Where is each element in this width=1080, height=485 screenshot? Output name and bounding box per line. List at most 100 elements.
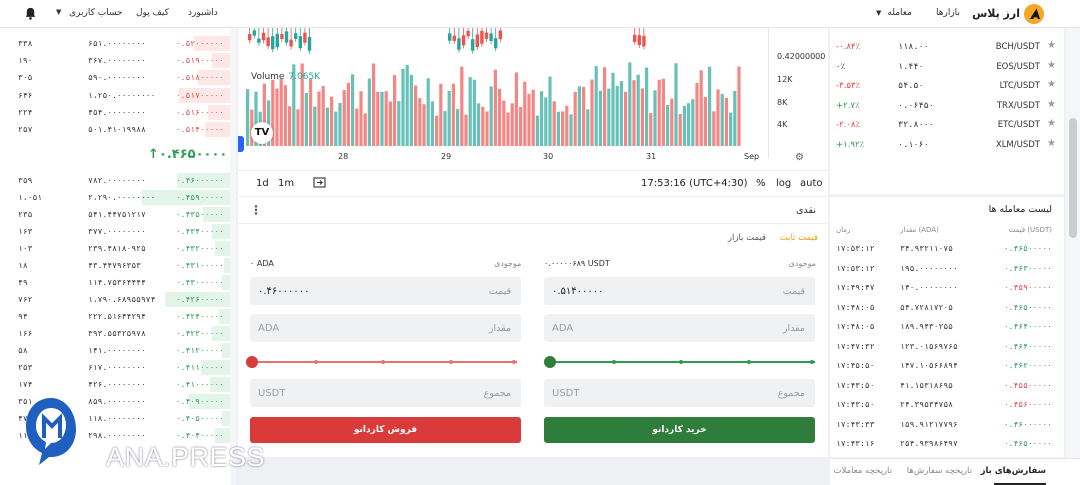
buy-total-field[interactable]: USDT مجموع (544, 379, 815, 407)
candle-body (457, 38, 461, 50)
tab-trade-history[interactable]: تاریخچه معاملات (833, 466, 892, 476)
order-total: ۷۶۲ (18, 295, 33, 304)
volume-bar (304, 92, 308, 146)
volume-bar (300, 63, 304, 146)
bid-row[interactable]: ۲۳۵ ۵۴۱.۴۴۷۵۱۲۱۷ ۰.۴۳۵۰۰۰۰۰ (0, 206, 236, 223)
ask-row[interactable]: ۳۳۸ ۶۵۱.۰۰۰۰۰۰۰۰ ۰.۵۲۰۰۰۰۰۰ (0, 35, 236, 52)
market-change: ۰٪ (836, 61, 846, 72)
bid-row[interactable]: ۱۶۳ ۳۷۷.۰۰۰۰۰۰۰۰ ۰.۴۳۴۰۰۰۰۰ (0, 223, 236, 240)
ask-row[interactable]: ۶۴۶ ۱،۲۵۰.۰۰۰۰۰۰۰۰ ۰.۵۱۷۰۰۰۰۰ (0, 87, 236, 104)
interval-1m[interactable]: 1m (278, 178, 295, 189)
page-scrollbar[interactable] (1066, 28, 1080, 458)
ask-row[interactable]: ۳۰۵ ۵۹۰.۰۰۰۰۰۰۰۰ ۰.۵۱۸۰۰۰۰۰ (0, 69, 236, 86)
account-menu[interactable]: ▼ حساب کاربری (56, 8, 123, 20)
percent-toggle[interactable]: % (756, 178, 766, 189)
tab-order-history[interactable]: تاریخچه سفارش‌ها (906, 466, 972, 476)
bid-row[interactable]: ۳۵۱ ۸۵۹.۰۰۰۰۰۰۰۰ ۰.۴۰۹۰۰۰۰۰ (0, 393, 236, 410)
trade-time: ۱۷:۴۳:۵۰ (836, 380, 875, 390)
sell-price-field[interactable]: ۰.۴۶۰۰۰۰۰۰ قیمت (250, 277, 521, 305)
bid-row[interactable]: ۴۹ ۱۱۴.۷۵۳۶۴۴۴۴ ۰.۴۳۰۰۰۰۰۰ (0, 274, 236, 291)
order-total: ۱۷۴ (18, 380, 33, 389)
bid-row[interactable]: ۹۴ ۲۲۲.۵۱۶۴۴۲۹۴ ۰.۴۲۴۰۰۰۰۰ (0, 308, 236, 325)
buy-amount-slider[interactable] (544, 356, 815, 368)
log-toggle[interactable]: log (776, 178, 792, 189)
tab-limit-order[interactable]: قیمت ثابت (779, 233, 818, 243)
interval-1d[interactable]: 1d (256, 178, 269, 189)
volume-bar (435, 115, 439, 146)
slider-tick[interactable] (512, 360, 516, 364)
tab-market-order[interactable]: قیمت بازار (727, 233, 766, 243)
panel-collapse-handle[interactable] (238, 136, 244, 152)
slider-tick[interactable] (449, 360, 453, 364)
date-range-icon[interactable] (313, 176, 326, 189)
star-icon[interactable]: ★ (1047, 118, 1056, 129)
nav-wallet[interactable]: کیف پول (136, 8, 169, 18)
slider-tick[interactable] (810, 360, 814, 364)
nav-trade[interactable]: ▼ معامله (876, 8, 912, 18)
order-price: ۰.۴۳۰۰۰۰۰۰ (175, 278, 224, 287)
chart-canvas[interactable] (238, 28, 768, 168)
trade-row: ۱۷:۴۹:۴۷ ۱۴۰.۰۰۰۰۰۰۰۰ ۰.۴۵۹۰۰۰۰۰ (830, 278, 1064, 298)
star-icon[interactable]: ★ (1047, 59, 1056, 71)
bid-row[interactable]: ۳۵۹ ۷۸۲.۰۰۰۰۰۰۰۰ ۰.۴۶۰۰۰۰۰۰ (0, 172, 236, 189)
order-book-scrollbar[interactable] (230, 28, 236, 485)
bid-row[interactable]: ۲۵۳ ۶۱۷.۰۰۰۰۰۰۰۰ ۰.۴۱۱۰۰۰۰۰ (0, 359, 236, 376)
slider-tick[interactable] (747, 360, 751, 364)
trade-time: ۱۷:۵۳:۱۲ (836, 244, 875, 253)
star-icon[interactable]: ★ (1047, 79, 1056, 90)
bid-row[interactable]: ۵۸ ۱۴۱.۰۰۰۰۰۰۰۰ ۰.۴۱۲۰۰۰۰۰ (0, 342, 236, 359)
market-row[interactable]: +۱.۹۲٪ ۰.۱۰۶۰ XLM/USDT ★ (830, 134, 1064, 154)
price-chart[interactable]: Volume 7.065K TV 0.42000000 12K 8K 4K 28 … (238, 28, 828, 196)
star-icon[interactable]: ★ (1047, 40, 1056, 51)
volume-bar (708, 66, 712, 146)
market-row[interactable]: -۳.۵۳٪ ۵۴.۵۰ LTC/USDT ★ (830, 75, 1064, 95)
market-row[interactable]: +۲.۷٪ ۰.۰۶۴۵۰ TRX/USDT ★ (830, 95, 1064, 115)
star-icon[interactable]: ★ (1047, 137, 1056, 149)
auto-toggle[interactable]: auto (800, 178, 823, 189)
ask-row[interactable]: ۲۲۴ ۴۵۴.۰۰۰۰۰۰۰۰ ۰.۵۱۶۰۰۰۰۰ (0, 104, 236, 121)
slider-tick[interactable] (679, 360, 683, 364)
sell-amount-field[interactable]: ADA مقدار (250, 314, 521, 342)
recent-trades: لیست معامله ها قیمت (USDT) مقدار (ADA) ز… (830, 197, 1064, 457)
bell-icon[interactable] (24, 7, 37, 20)
chart-clock[interactable]: 17:53:16 (UTC+4:30) (641, 178, 748, 189)
chart-settings-icon[interactable]: ⚙ (795, 152, 804, 163)
bid-row[interactable]: ۷۶۲ ۱،۷۹۰.۶۸۹۵۵۹۷۴ ۰.۴۲۶۰۰۰۰۰ (0, 291, 236, 308)
slider-tick[interactable] (314, 360, 318, 364)
slider-tick[interactable] (612, 360, 616, 364)
star-icon[interactable]: ★ (1047, 98, 1056, 110)
chevron-down-icon: ▼ (876, 9, 882, 17)
buy-button[interactable]: خرید کاردانو (544, 417, 815, 443)
nav-dashboard[interactable]: داشبورد (188, 8, 218, 18)
bid-row[interactable]: ۱،۰۵۱ ۲،۲۹۰.۰۰۰۰۰۰۰۰ ۰.۴۵۹۰۰۰۰۰ (0, 189, 236, 206)
bid-row[interactable]: ۱۰۳ ۲۳۹.۴۸۱۸۰۹۲۵ ۰.۴۳۲۰۰۰۰۰ (0, 240, 236, 257)
buy-slider-knob[interactable] (544, 356, 556, 368)
sell-slider-knob[interactable] (246, 356, 258, 368)
bid-row[interactable]: ۱۸ ۴۳.۴۴۷۹۶۳۵۳ ۰.۴۳۱۰۰۰۰۰ (0, 257, 236, 274)
market-row[interactable]: ۰٪ ۱.۴۴۰ EOS/USDT ★ (830, 56, 1064, 76)
candle-body (257, 38, 261, 43)
nav-markets[interactable]: بازارها (936, 8, 960, 18)
price-axis[interactable]: 0.42000000 12K 8K 4K (768, 28, 828, 158)
slider-tick[interactable] (381, 360, 385, 364)
more-options-icon[interactable]: ⋮ (250, 203, 262, 217)
bid-row[interactable]: ۱۷۴ ۴۲۶.۰۰۰۰۰۰۰۰ ۰.۴۱۰۰۰۰۰۰ (0, 376, 236, 393)
ask-row[interactable]: ۱۹۰ ۳۶۷.۰۰۰۰۰۰۰۰ ۰.۵۱۹۰۰۰۰۰ (0, 52, 236, 69)
depth-bar (208, 104, 236, 120)
sell-amount-slider[interactable] (246, 356, 517, 368)
buy-price-field[interactable]: ۰.۵۱۴۰۰۰۰۰ قیمت (544, 277, 815, 305)
sell-price-value: ۰.۴۶۰۰۰۰۰۰ (258, 286, 310, 297)
sell-total-field[interactable]: USDT مجموع (250, 379, 521, 407)
trade-price: ۰.۴۶۳۰۰۰۰۰ (1003, 263, 1052, 273)
scrollbar-thumb[interactable] (1069, 118, 1077, 238)
sell-button[interactable]: فروش کاردانو (250, 417, 521, 443)
order-price: ۰.۵۲۰۰۰۰۰۰ (175, 39, 224, 48)
ask-row[interactable]: ۲۵۷ ۵۰۱.۴۱۰۱۹۹۸۸ ۰.۵۱۴۰۰۰۰۰ (0, 121, 236, 138)
bid-row[interactable]: ۱۶۶ ۳۹۳.۵۵۳۲۵۹۷۸ ۰.۴۲۳۰۰۰۰۰ (0, 325, 236, 342)
buy-amount-field[interactable]: ADA مقدار (544, 314, 815, 342)
market-row[interactable]: -۰.۸۴٪ ۱۱۸.۰۰ BCH/USDT ★ (830, 36, 1064, 56)
volume-bar (254, 91, 258, 146)
tradingview-logo-icon[interactable]: TV (251, 122, 273, 144)
market-row[interactable]: -۲.۰۸٪ ۳۲.۸۰۰۰ ETC/USDT ★ (830, 114, 1064, 134)
tab-open-orders[interactable]: سفارش‌های باز (980, 466, 1046, 476)
